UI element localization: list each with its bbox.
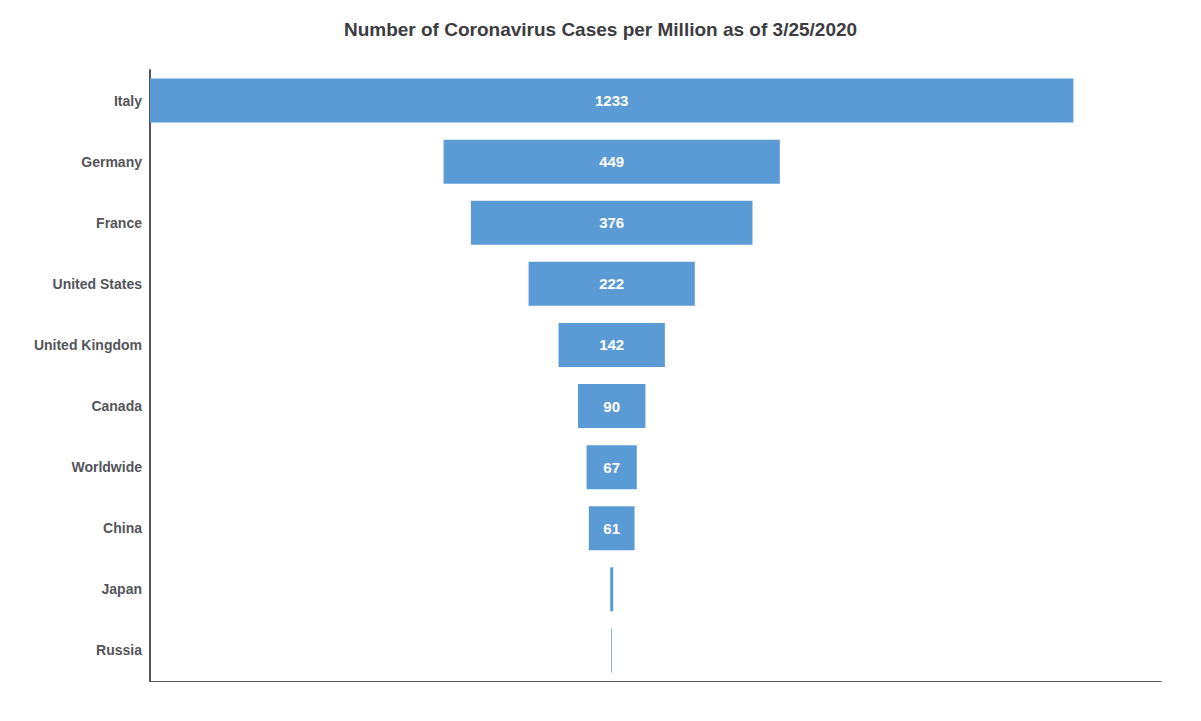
svg-text:61: 61	[603, 520, 620, 537]
svg-text:Japan: Japan	[102, 581, 142, 597]
svg-text:449: 449	[599, 153, 624, 170]
svg-text:United States: United States	[53, 276, 143, 292]
svg-text:67: 67	[603, 459, 620, 476]
svg-text:142: 142	[599, 336, 624, 353]
svg-text:France: France	[96, 215, 142, 231]
svg-text:222: 222	[599, 275, 624, 292]
svg-text:Italy: Italy	[114, 93, 142, 109]
svg-text:Canada: Canada	[91, 398, 142, 414]
svg-text:China: China	[103, 520, 142, 536]
svg-text:Germany: Germany	[81, 154, 142, 170]
svg-text:376: 376	[599, 214, 624, 231]
svg-text:Russia: Russia	[96, 642, 142, 658]
svg-text:1233: 1233	[595, 92, 628, 109]
svg-text:United Kingdom: United Kingdom	[34, 337, 142, 353]
svg-text:Worldwide: Worldwide	[71, 459, 142, 475]
svg-text:90: 90	[603, 398, 620, 415]
svg-text:Number of Coronavirus Cases pe: Number of Coronavirus Cases per Million …	[344, 19, 857, 40]
